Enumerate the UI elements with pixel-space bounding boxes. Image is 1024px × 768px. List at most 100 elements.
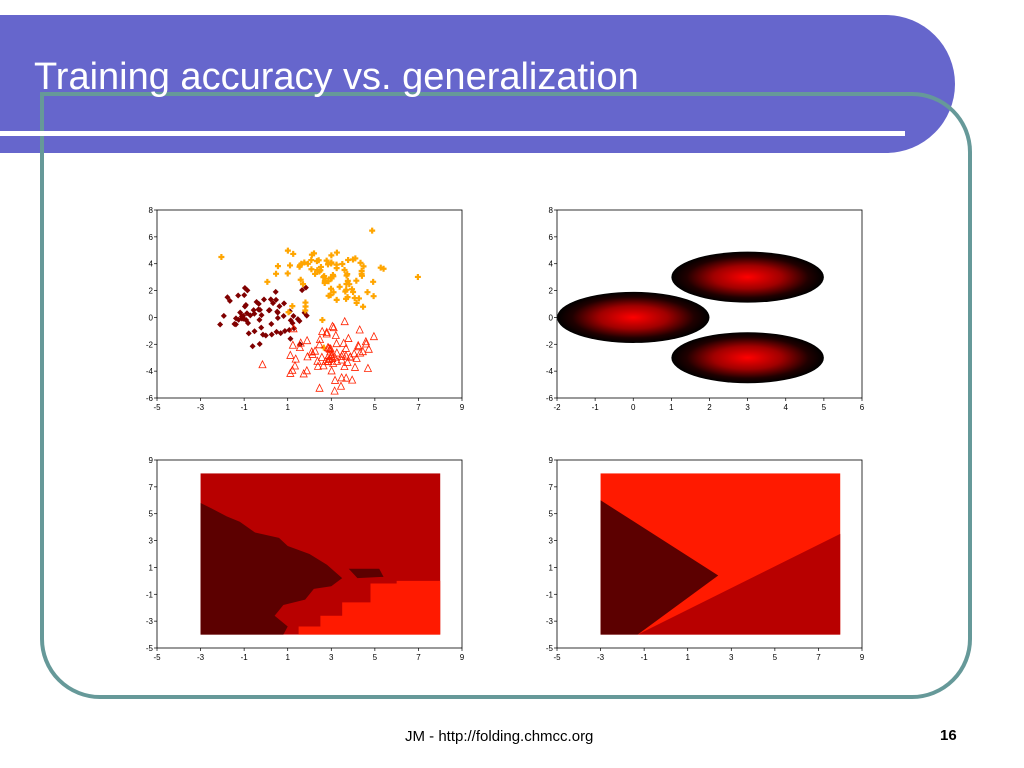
data-point (315, 334, 325, 344)
data-point (364, 344, 373, 353)
y-tick-label: 8 (149, 206, 154, 215)
data-point (274, 308, 281, 315)
region-dark (200, 502, 343, 635)
x-tick-label: -5 (153, 653, 161, 662)
x-tick-label: 0 (631, 403, 636, 412)
x-tick-label: -5 (153, 403, 161, 412)
y-tick-label: -5 (146, 644, 154, 653)
data-point (232, 321, 239, 328)
data-point (318, 326, 327, 335)
x-tick-label: -3 (197, 653, 205, 662)
linear-boundary-plot: -5 -3 -1 1 3 5 7 9 9 7 5 3 1 -1 -3 -5 (530, 450, 880, 670)
region-dark-island (348, 568, 384, 579)
data-point (264, 278, 271, 285)
data-point (332, 348, 342, 357)
data-point (329, 322, 338, 332)
x-tick-label: 7 (416, 653, 421, 662)
region-mid (600, 533, 841, 635)
x-tick-label: 9 (460, 403, 465, 412)
data-point (311, 250, 318, 257)
data-point (255, 300, 262, 307)
x-tick-label: -1 (641, 653, 649, 662)
data-point (258, 324, 265, 331)
data-point (330, 352, 339, 361)
plot-background (157, 210, 462, 398)
y-tick-label: -4 (146, 367, 154, 376)
x-tick-label: 5 (373, 653, 378, 662)
data-point (345, 256, 352, 263)
irregular-boundary-plot: -5 -3 -1 1 3 5 7 9 9 7 5 3 1 -1 -3 -5 (130, 450, 480, 670)
data-point (328, 321, 337, 330)
data-point (369, 227, 376, 234)
data-point (286, 327, 293, 334)
data-point (323, 342, 333, 352)
data-point (348, 375, 357, 384)
data-point (300, 281, 307, 288)
data-point (321, 280, 328, 287)
data-point (296, 338, 305, 347)
data-point (287, 335, 294, 342)
data-point (364, 289, 371, 296)
y-tick-label: -2 (146, 340, 154, 349)
data-point (280, 312, 287, 319)
data-point (262, 332, 269, 339)
data-point (226, 297, 233, 304)
y-tick-label: -2 (546, 340, 554, 349)
y-tick-label: -1 (146, 590, 154, 599)
data-point (294, 316, 301, 323)
data-point (261, 296, 268, 303)
data-point (331, 330, 340, 339)
data-point (287, 262, 294, 269)
data-point (329, 358, 338, 367)
data-point (232, 315, 239, 322)
data-point (350, 348, 359, 358)
data-point (360, 263, 367, 270)
content-frame (40, 92, 972, 699)
y-tick-label: 7 (549, 483, 554, 492)
data-point (224, 294, 231, 301)
y-tick-label: 5 (149, 510, 154, 519)
plot-frame (156, 459, 463, 649)
x-tick-label: 9 (860, 653, 865, 662)
x-tick-label: 1 (285, 653, 290, 662)
data-point (332, 338, 341, 348)
data-point (361, 339, 371, 348)
data-point (302, 284, 309, 291)
data-point (243, 310, 250, 317)
x-tick-label: 3 (329, 403, 334, 412)
x-tick-label: -2 (553, 403, 561, 412)
x-tick-label: 7 (816, 653, 821, 662)
data-point (308, 349, 317, 358)
y-tick-label: 3 (149, 537, 154, 546)
y-tick-label: 0 (149, 313, 154, 322)
data-point (370, 293, 377, 300)
data-point (289, 303, 296, 310)
data-point (241, 292, 248, 299)
y-tick-label: 5 (549, 510, 554, 519)
slide-title: Training accuracy vs. generalization (34, 56, 639, 98)
data-point (289, 323, 298, 333)
data-point (354, 340, 363, 350)
data-point (315, 339, 324, 349)
x-tick-label: 5 (373, 403, 378, 412)
data-point (285, 309, 292, 316)
data-point (249, 343, 256, 350)
data-point (327, 366, 336, 375)
data-point (353, 277, 360, 284)
x-tick-label: 3 (745, 403, 750, 412)
x-tick-label: 2 (707, 403, 712, 412)
data-point (339, 338, 348, 347)
region-dark (600, 500, 719, 635)
data-point (344, 277, 351, 284)
data-point (245, 330, 252, 337)
density-plot: -2 -1 0 1 2 3 4 5 6 8 6 4 2 0 -2 -4 -6 (530, 200, 880, 420)
density-blob (671, 251, 824, 303)
data-point (274, 263, 281, 270)
data-point (314, 267, 321, 274)
data-point (337, 372, 346, 382)
x-tick-label: -5 (553, 653, 561, 662)
data-point (313, 356, 322, 365)
data-point (328, 285, 335, 292)
data-point (313, 258, 320, 265)
data-point (241, 284, 248, 291)
